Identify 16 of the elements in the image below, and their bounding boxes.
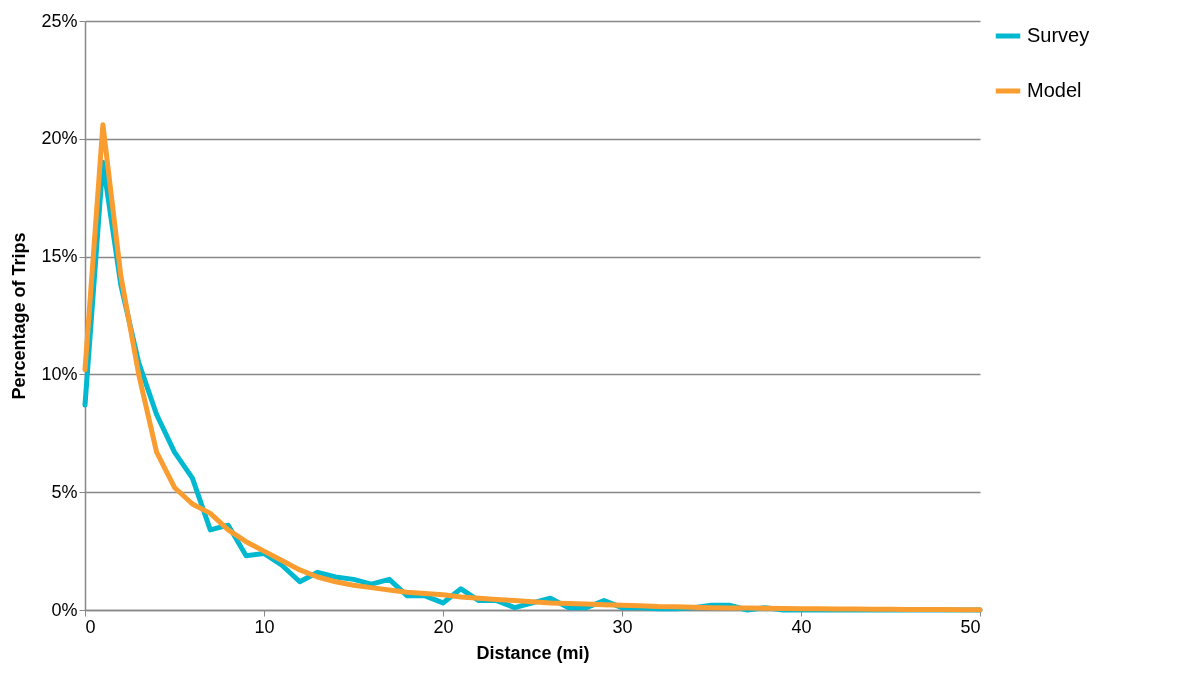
- y-tick-label: 0%: [51, 599, 78, 620]
- x-tick-label: 40: [791, 616, 812, 637]
- y-tick-label: 15%: [41, 246, 78, 267]
- legend-label: Model: [1027, 79, 1082, 101]
- legend-label: Survey: [1027, 24, 1090, 46]
- y-axis-title: Percentage of Trips: [9, 232, 30, 400]
- x-tick-label: 0: [85, 616, 96, 637]
- x-tick-label: 30: [612, 616, 633, 637]
- y-tick-label: 25%: [41, 10, 78, 31]
- x-axis-title: Distance (mi): [476, 642, 590, 663]
- x-tick-label: 10: [254, 616, 275, 637]
- y-tick-label: 20%: [41, 128, 78, 149]
- x-tick-label: 50: [960, 616, 981, 637]
- y-tick-label: 10%: [41, 363, 78, 384]
- y-tick-label: 5%: [51, 481, 78, 502]
- x-tick-label: 20: [433, 616, 454, 637]
